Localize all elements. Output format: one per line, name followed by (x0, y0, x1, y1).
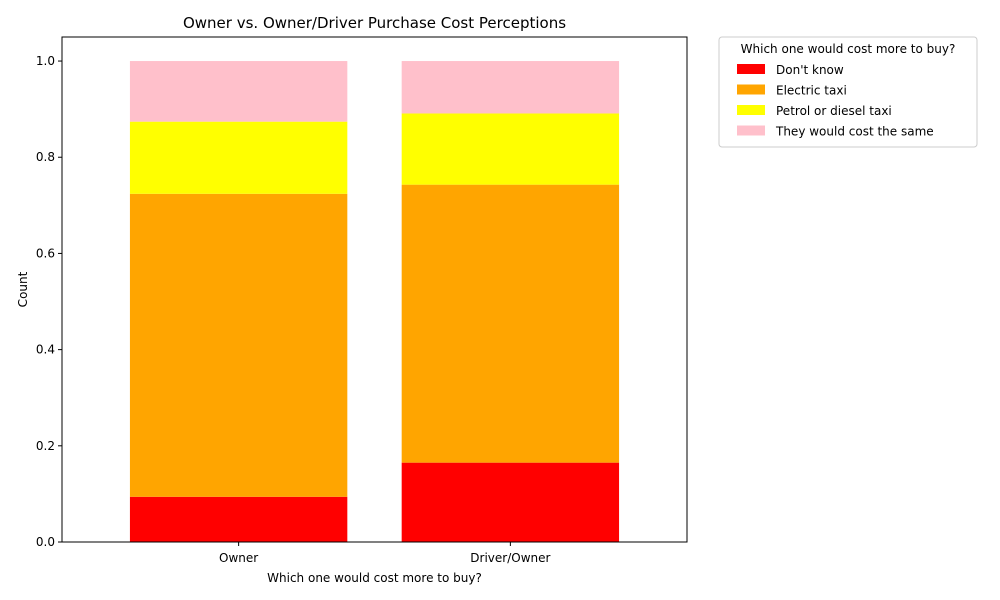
y-tick-label: 0.2 (36, 439, 55, 453)
x-axis: Owner Driver/Owner (219, 542, 551, 565)
legend-label: Petrol or diesel taxi (776, 104, 892, 118)
y-axis-label: Count (16, 271, 30, 307)
legend-title: Which one would cost more to buy? (741, 42, 956, 56)
legend-label: Electric taxi (776, 84, 847, 98)
y-tick-label: 0.6 (36, 246, 55, 260)
y-axis: 0.0 0.2 0.4 0.6 0.8 1.0 (36, 54, 62, 549)
bar-segment-0-2 (129, 121, 348, 194)
legend-swatch (737, 105, 765, 115)
legend-frame (718, 36, 978, 148)
y-tick-label: 0.8 (36, 150, 55, 164)
x-axis-label: Which one would cost more to buy? (267, 571, 482, 585)
bar-segment-1-3 (401, 61, 620, 114)
legend: Which one would cost more to buy? Don't … (718, 36, 978, 148)
legend-label: They would cost the same (775, 125, 934, 139)
bar-segment-1-0 (401, 462, 620, 542)
bar-segment-0-0 (129, 496, 348, 542)
legend-swatch (737, 125, 765, 136)
legend-swatch (737, 84, 765, 95)
bar-segment-1-2 (401, 113, 620, 185)
plot-frame (61, 36, 688, 543)
legend-label: Don't know (776, 63, 844, 77)
x-tick-label: Owner (219, 551, 258, 565)
bar-segment-0-1 (129, 193, 348, 497)
y-tick-label: 1.0 (36, 54, 55, 68)
chart-title: Owner vs. Owner/Driver Purchase Cost Per… (183, 14, 566, 32)
bar-segment-1-1 (401, 184, 620, 463)
y-tick-label: 0.4 (36, 343, 55, 357)
y-tick-label: 0.0 (36, 535, 55, 549)
bars-group (129, 61, 620, 542)
x-tick-label: Driver/Owner (470, 551, 550, 565)
legend-swatch (737, 64, 765, 74)
bar-segment-0-3 (129, 61, 348, 122)
